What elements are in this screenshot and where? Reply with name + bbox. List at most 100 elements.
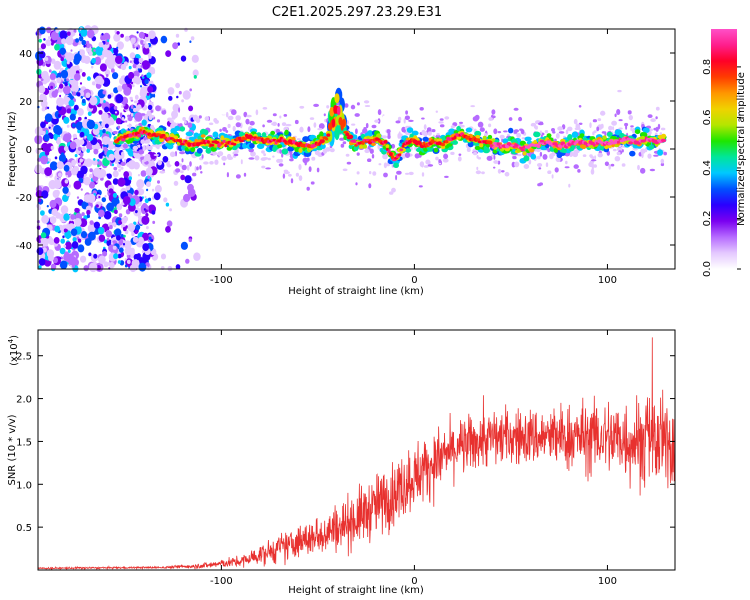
spectrogram-halo (436, 133, 440, 136)
spectrogram-noise-blob (116, 31, 120, 35)
spectrogram-noise-blob (56, 77, 62, 84)
spectrogram-noise-blob (85, 40, 90, 45)
spectrogram-noise-blob (108, 188, 114, 194)
spectrogram-halo (283, 171, 290, 175)
spectrogram-noise-blob (74, 53, 82, 62)
spectrogram-noise-blob (126, 162, 131, 167)
spectrogram-noise-blob (131, 258, 140, 269)
spectrogram-halo (299, 105, 305, 109)
spectrogram-halo (235, 122, 241, 128)
spectrogram-halo (403, 118, 406, 124)
spectrogram-halo (140, 156, 144, 160)
spectrogram-noise-blob (59, 94, 62, 98)
spectrogram-halo (539, 121, 544, 124)
x-tick-label: -100 (210, 576, 233, 587)
spectrogram-noise-blob (54, 225, 61, 233)
spectrogram-halo (295, 172, 299, 177)
spectrogram-noise-blob (38, 258, 46, 266)
spectrogram-noise-blob (144, 35, 150, 42)
spectrogram-halo (513, 107, 519, 111)
spectrogram-ridge-cell (334, 93, 340, 104)
spectrogram-ridge-cell (319, 131, 324, 138)
spectrogram-halo (427, 164, 434, 167)
spectrogram-noise-blob (136, 31, 139, 34)
spectrogram-noise-blob (89, 168, 93, 173)
spectrogram-halo (307, 126, 311, 133)
spectrogram-ridge-cell (571, 131, 579, 139)
spectrogram-noise-blob (133, 70, 140, 78)
spectrogram-noise-blob (42, 247, 47, 253)
spectrogram-halo (421, 117, 425, 120)
spectrogram-ridge-cell (567, 134, 573, 141)
spectrogram-noise-blob (60, 56, 64, 62)
spectrogram-halo (350, 104, 356, 110)
figure-title: C2E1.2025.297.23.29.E31 (272, 5, 442, 20)
spectrogram-ridge-cell (220, 135, 225, 141)
spectrogram-halo (262, 124, 265, 128)
spectrogram-halo (588, 161, 594, 168)
spectrogram-ridge-cell (376, 133, 382, 139)
spectrogram-noise-blob (51, 124, 54, 127)
spectrogram-halo (222, 127, 227, 132)
spectrogram-noise-blob (148, 54, 152, 59)
snr-scale-exponent: 4 (7, 338, 15, 343)
spectrogram-noise-blob (110, 242, 114, 245)
spectrogram-noise-blob (41, 107, 46, 112)
spectrogram-noise-blob (101, 197, 107, 203)
spectrogram-noise-blob (151, 210, 156, 215)
spectrogram-halo (577, 169, 581, 173)
spectrogram-halo (459, 121, 463, 124)
spectrogram-noise-blob (165, 202, 170, 207)
spectrogram-noise-blob (108, 153, 115, 161)
spectrogram-noise-blob (70, 49, 73, 52)
spectrogram-ridge-cell (648, 144, 655, 150)
spectrogram-noise-blob (85, 92, 91, 98)
spectrogram-halo (149, 115, 155, 118)
spectrogram-noise-blob (62, 186, 69, 194)
spectrogram-halo (395, 120, 401, 124)
spectrogram-halo (219, 128, 222, 132)
spectrogram-noise-blob (114, 228, 122, 237)
spectrogram-halo (655, 106, 660, 111)
spectrogram-ridge-cell (342, 118, 346, 127)
spectrogram-noise-blob (64, 82, 68, 87)
spectrogram-noise-blob (73, 104, 79, 111)
spectrogram-noise-blob (91, 57, 96, 64)
spectrogram-halo (231, 109, 237, 116)
spectrogram-ridge-cell (444, 140, 449, 144)
spectrogram-halo (171, 116, 176, 120)
spectrogram-noise-blob (73, 180, 82, 190)
spectrogram-ridge-cell (362, 144, 368, 149)
spectrogram-halo (408, 119, 414, 122)
spectrogram-noise-blob (39, 51, 46, 59)
spectrogram-noise-blob (190, 36, 195, 41)
spectrogram-noise-blob (79, 131, 85, 138)
spectrogram-noise-blob (127, 160, 137, 170)
spectrogram-ridge-cell (200, 134, 206, 138)
spectrogram-noise-blob (70, 228, 78, 236)
spectrogram-noise-blob (151, 188, 155, 192)
spectrogram-halo (458, 153, 462, 156)
spectrogram-noise-blob (64, 179, 69, 184)
spectrogram-noise-blob (134, 230, 138, 235)
spectrogram-noise-blob (142, 202, 148, 209)
spectrogram-noise-blob (101, 136, 110, 145)
spectrogram-ridge-cell (242, 137, 247, 141)
spectrogram-ridge-cell (348, 134, 354, 139)
spectrogram-noise-blob (105, 74, 109, 77)
spectrogram-noise-blob (93, 221, 100, 229)
spectrogram-ridge-cell (643, 139, 646, 143)
spectrogram-halo (271, 122, 276, 126)
spectrogram-halo (175, 150, 177, 157)
spectrogram-noise-blob (179, 163, 183, 167)
spectrogram-halo (354, 113, 360, 117)
spectrogram-noise-blob (81, 72, 86, 77)
spectrogram-halo (227, 156, 234, 160)
spectrogram-ridge-cell (657, 149, 664, 156)
y-tick-label: 20 (19, 97, 32, 108)
spectrogram-halo (528, 159, 532, 165)
spectrogram-halo (600, 110, 606, 116)
spectrogram-noise-blob (123, 171, 130, 178)
spectrogram-ridge-cell (153, 135, 160, 141)
spectrogram-halo (221, 112, 227, 115)
